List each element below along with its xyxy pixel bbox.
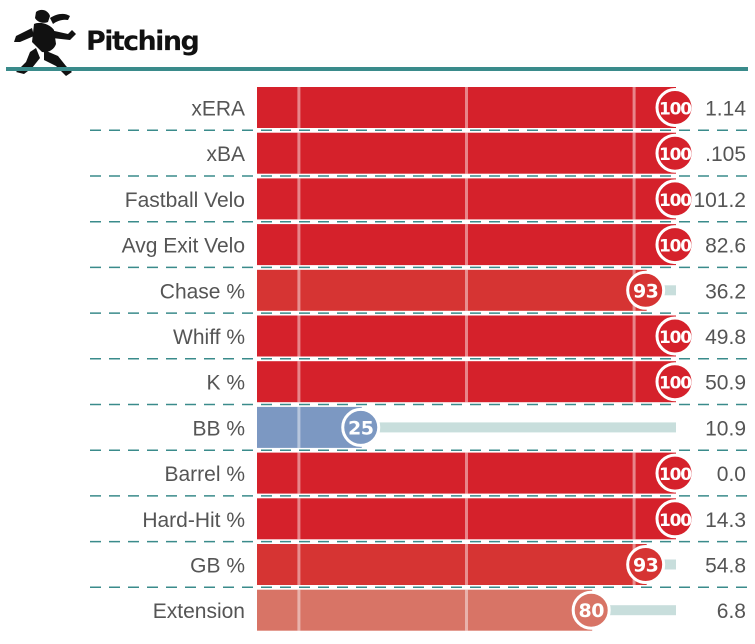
percentile-badge bbox=[655, 316, 695, 356]
reference-line bbox=[297, 269, 301, 311]
reference-line bbox=[632, 132, 636, 174]
percentile-label: 100 bbox=[659, 145, 692, 165]
reference-line bbox=[632, 178, 636, 220]
percentile-bar bbox=[257, 87, 676, 128]
percentile-label: 100 bbox=[659, 511, 692, 531]
reference-line bbox=[465, 589, 468, 631]
stat-value: 101.2 bbox=[693, 189, 746, 212]
category-label: Extension bbox=[153, 600, 245, 623]
reference-line bbox=[465, 269, 468, 311]
percentile-badge bbox=[655, 225, 695, 265]
category-label: BB % bbox=[192, 417, 245, 440]
percentile-badge bbox=[655, 499, 695, 539]
percentile-label: 100 bbox=[659, 465, 692, 485]
percentile-bar bbox=[257, 544, 647, 585]
reference-line bbox=[465, 224, 468, 266]
pitcher-icon bbox=[14, 9, 76, 76]
percentile-bar bbox=[257, 315, 676, 357]
percentile-badge bbox=[655, 133, 695, 173]
percentile-label: 100 bbox=[659, 328, 692, 348]
reference-line bbox=[465, 178, 468, 220]
reference-line bbox=[465, 361, 468, 403]
percentile-bar bbox=[257, 132, 676, 174]
reference-line bbox=[632, 452, 636, 494]
category-label: Barrel % bbox=[164, 463, 245, 486]
percentile-bar bbox=[257, 178, 676, 220]
percentile-label: 80 bbox=[578, 600, 604, 622]
stat-value: 1.14 bbox=[705, 98, 746, 121]
percentile-label: 100 bbox=[659, 374, 692, 394]
stat-value: 14.3 bbox=[705, 509, 746, 532]
reference-line bbox=[465, 315, 468, 357]
category-label: Avg Exit Velo bbox=[122, 235, 245, 258]
stat-value: 36.2 bbox=[705, 280, 746, 303]
reference-line bbox=[465, 452, 468, 494]
reference-line bbox=[297, 452, 301, 494]
category-label: Fastball Velo bbox=[125, 189, 245, 212]
reference-line bbox=[297, 498, 301, 540]
percentile-badge bbox=[655, 179, 695, 219]
percentile-bar bbox=[257, 361, 676, 403]
stat-value: 54.8 bbox=[705, 555, 746, 578]
category-label: Chase % bbox=[160, 280, 245, 303]
percentile-badge bbox=[626, 270, 666, 310]
reference-line bbox=[632, 87, 636, 128]
percentile-bar bbox=[257, 224, 676, 266]
percentile-bar bbox=[257, 269, 647, 311]
percentile-badge bbox=[655, 362, 695, 402]
percentile-label: 100 bbox=[659, 237, 692, 257]
stat-value: 0.0 bbox=[717, 463, 746, 486]
reference-line bbox=[297, 406, 301, 448]
reference-line bbox=[297, 589, 301, 631]
category-label: K % bbox=[206, 372, 245, 395]
stat-value: .105 bbox=[705, 143, 746, 166]
bar-track bbox=[257, 422, 676, 433]
stat-value: 50.9 bbox=[705, 372, 746, 395]
stat-value: 10.9 bbox=[705, 417, 746, 440]
percentile-label: 25 bbox=[348, 417, 373, 439]
percentile-label: 93 bbox=[633, 555, 658, 577]
category-label: Hard-Hit % bbox=[142, 509, 245, 532]
reference-line bbox=[465, 544, 468, 585]
percentile-bar bbox=[257, 589, 593, 631]
stat-value: 49.8 bbox=[705, 326, 746, 349]
percentile-badge bbox=[626, 545, 666, 584]
category-label: xERA bbox=[191, 98, 245, 121]
percentile-badge bbox=[341, 407, 381, 447]
header-divider bbox=[6, 67, 748, 71]
reference-line bbox=[297, 544, 301, 585]
percentile-label: 100 bbox=[659, 191, 692, 211]
reference-line bbox=[297, 224, 301, 266]
category-label: GB % bbox=[190, 555, 245, 578]
percentile-bar bbox=[257, 498, 676, 540]
reference-line bbox=[465, 87, 468, 128]
reference-line bbox=[297, 361, 301, 403]
percentile-label: 93 bbox=[633, 280, 658, 302]
reference-line bbox=[465, 498, 468, 540]
reference-line bbox=[632, 498, 636, 540]
percentile-badge bbox=[655, 453, 695, 493]
reference-line bbox=[465, 132, 468, 174]
page-title: Pitching bbox=[86, 26, 200, 57]
reference-line bbox=[297, 315, 301, 357]
category-label: xBA bbox=[206, 143, 245, 166]
section-header: Pitching bbox=[0, 0, 755, 76]
stat-value: 6.8 bbox=[717, 600, 746, 623]
reference-line bbox=[297, 132, 301, 174]
reference-line bbox=[297, 178, 301, 220]
category-label: Whiff % bbox=[173, 326, 245, 349]
stat-value: 82.6 bbox=[705, 235, 746, 258]
reference-line bbox=[632, 224, 636, 266]
percentile-label: 100 bbox=[659, 100, 692, 120]
percentile-badge bbox=[571, 590, 611, 630]
percentile-bar bbox=[257, 452, 676, 494]
reference-line bbox=[632, 361, 636, 403]
reference-line bbox=[297, 87, 301, 128]
reference-line bbox=[632, 315, 636, 357]
percentile-badge bbox=[655, 88, 695, 127]
